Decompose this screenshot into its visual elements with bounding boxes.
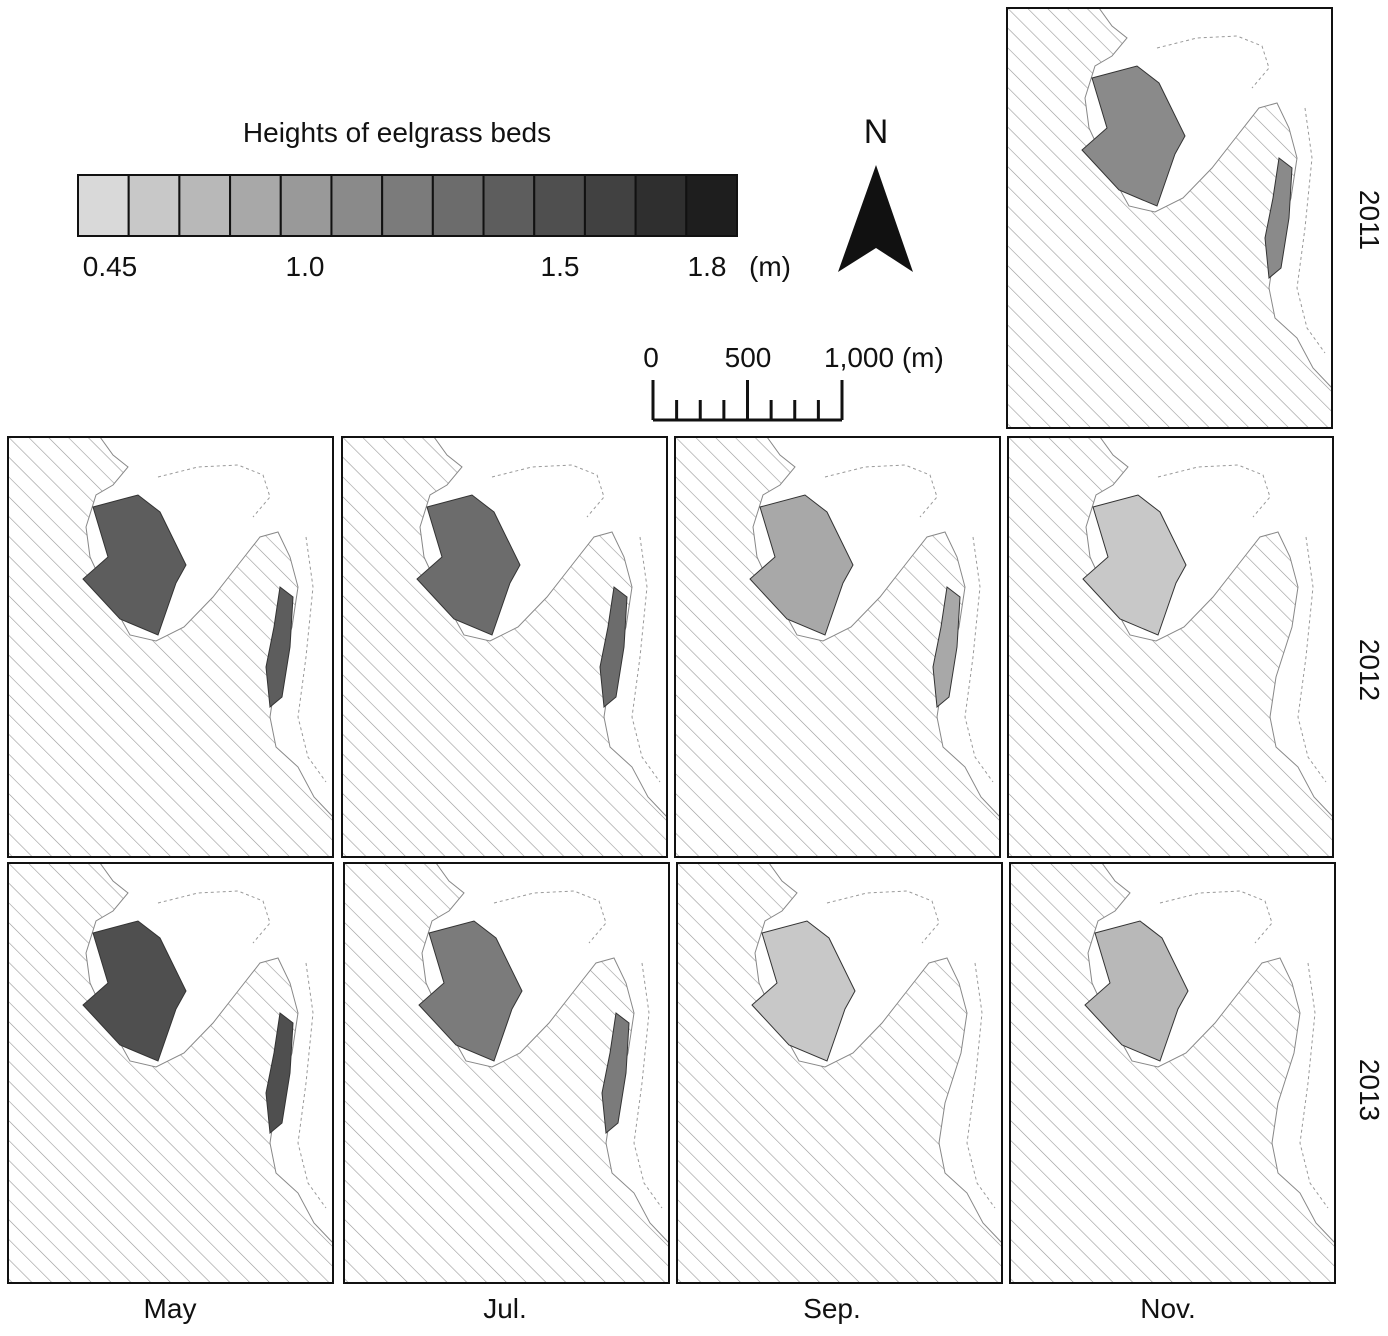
land [1010, 863, 1335, 1283]
legend-label: 0.45 [83, 251, 138, 282]
scale-label: 1,000 (m) [824, 342, 944, 373]
panel-border [343, 862, 670, 1284]
scale-label: 0 [643, 342, 659, 373]
map-panel [1006, 7, 1333, 429]
legend-swatch [583, 174, 637, 237]
legend-swatch [685, 174, 738, 237]
month-label: May [144, 1293, 197, 1324]
legend-label: 1.5 [541, 251, 580, 282]
year-label: 2011 [1354, 190, 1385, 250]
legend-swatch [127, 174, 181, 237]
map-content [342, 437, 667, 857]
eelgrass-bed [418, 920, 523, 1062]
legend-title: Heights of eelgrass beds [243, 117, 551, 148]
panel-border [676, 862, 1003, 1284]
eelgrass-bed [749, 494, 854, 636]
land [1008, 437, 1333, 857]
scale-bar: 0 500 1,000 (m) [643, 342, 944, 422]
eelgrass-bed [751, 920, 856, 1062]
north-arrow: N [838, 113, 913, 272]
eelgrass-bed [416, 494, 521, 636]
map-content [8, 863, 333, 1283]
map-content [675, 437, 1000, 857]
scale-label: 500 [725, 342, 772, 373]
eelgrass-bed [1084, 920, 1189, 1062]
map-content [1008, 437, 1333, 857]
legend-swatch [381, 174, 434, 237]
map-content [1007, 8, 1332, 428]
map-panel [676, 862, 1003, 1284]
legend-swatch [229, 174, 282, 237]
north-arrow-shape [838, 165, 913, 272]
panel-border [341, 436, 668, 858]
eelgrass-bed [1264, 157, 1293, 279]
legend-swatch [634, 174, 688, 237]
legend-swatch [279, 174, 333, 237]
map-content [8, 437, 333, 857]
eelgrass-bed [601, 1012, 630, 1134]
legend-label: 1.8 [688, 251, 727, 282]
eelgrass-bed [599, 586, 628, 708]
legend-swatch [77, 174, 130, 237]
panel-border [674, 436, 1001, 858]
land [677, 863, 1002, 1283]
map-panel [7, 436, 334, 858]
year-label: 2012 [1354, 639, 1385, 701]
legend: Heights of eelgrass beds 0.45 1.0 1.5 1.8 (m… [77, 117, 791, 282]
year-label: 2013 [1354, 1059, 1385, 1121]
eelgrass-bed [82, 494, 187, 636]
map-panel [1009, 862, 1336, 1284]
eelgrass-bed [265, 586, 294, 708]
month-label: Nov. [1140, 1293, 1196, 1324]
eelgrass-bed [82, 920, 187, 1062]
month-label: Sep. [803, 1293, 861, 1324]
labels: 2011 2012 2013 May Jul. Sep. Nov. [144, 190, 1385, 1324]
legend-swatch [533, 174, 586, 237]
legend-swatch [178, 174, 232, 237]
legend-unit: (m) [749, 251, 791, 282]
eelgrass-bed [932, 586, 961, 708]
eelgrass-bed [1082, 494, 1187, 636]
panel-border [1009, 862, 1336, 1284]
map-panels [7, 7, 1336, 1284]
panel-border [7, 436, 334, 858]
panel-border [1006, 7, 1333, 429]
legend-swatch [482, 174, 536, 237]
map-panel [1007, 436, 1334, 858]
eelgrass-bed [265, 1012, 294, 1134]
panel-border [7, 862, 334, 1284]
map-panel [343, 862, 670, 1284]
eelgrass-bed [1081, 65, 1186, 207]
panel-border [1007, 436, 1334, 858]
month-label: Jul. [483, 1293, 527, 1324]
map-content [1010, 863, 1335, 1283]
map-panel [674, 436, 1001, 858]
legend-label: 1.0 [286, 251, 325, 282]
legend-swatch [330, 174, 384, 237]
map-content [677, 863, 1002, 1283]
north-label: N [864, 113, 889, 151]
map-content [344, 863, 669, 1283]
map-panel [341, 436, 668, 858]
map-panel [7, 862, 334, 1284]
legend-swatch [431, 174, 485, 237]
